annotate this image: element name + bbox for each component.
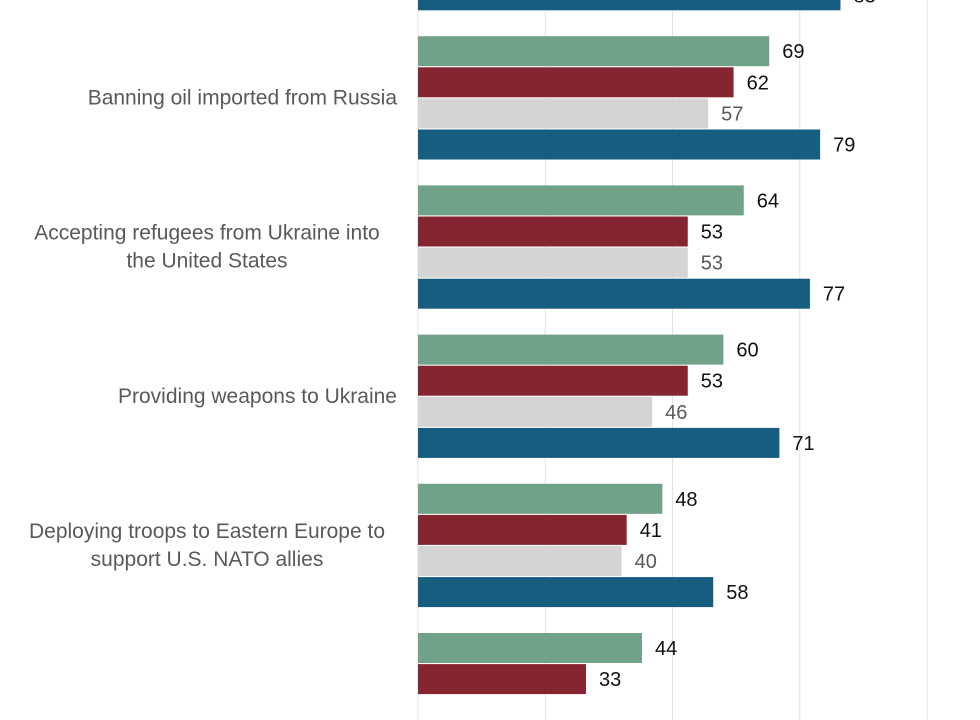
bar [418,98,709,129]
value-label: 83 [853,0,875,7]
bars [418,0,841,695]
value-label: 79 [833,135,855,157]
value-label: 41 [640,520,662,542]
bar [418,129,821,160]
bar [418,365,688,396]
value-label: 71 [792,433,814,455]
category-label: Banning oil imported from Russia [88,86,398,109]
value-label: 53 [701,253,723,275]
value-label: 77 [823,284,845,306]
bar [418,546,622,576]
bar [418,483,663,514]
bar [418,278,810,309]
value-labels: 5383696257796453537760534671484140584433 [599,0,876,691]
bar [418,36,770,67]
bar [418,577,714,608]
value-label: 46 [665,402,687,424]
bar [418,216,688,247]
value-label: 64 [757,190,779,212]
category-label: the United States [126,250,287,273]
value-label: 33 [599,669,621,691]
value-label: 48 [675,489,697,511]
category-label: Providing weapons to Ukraine [118,385,397,408]
value-label: 58 [726,582,748,604]
value-label: 53 [701,371,723,393]
bar [418,334,724,365]
bar [418,427,780,458]
bar [418,247,688,278]
bar [418,396,653,427]
bar [418,633,642,663]
bar [418,664,586,695]
value-label: 62 [747,72,769,94]
category-label: support U.S. NATO allies [91,548,324,571]
bar [418,67,734,98]
bar [418,0,841,11]
value-label: 44 [655,638,677,660]
value-label: 53 [701,222,723,244]
category-label: Accepting refugees from Ukraine into [34,222,380,245]
category-label: Deploying troops to Eastern Europe to [29,520,385,543]
value-label: 69 [782,41,804,63]
value-label: 40 [635,551,657,573]
category-labels: Imposing sanctions onRussiaBanning oil i… [29,86,398,571]
bar [418,185,744,216]
bar [418,514,627,545]
value-label: 57 [721,103,743,125]
value-label: 60 [736,340,758,362]
